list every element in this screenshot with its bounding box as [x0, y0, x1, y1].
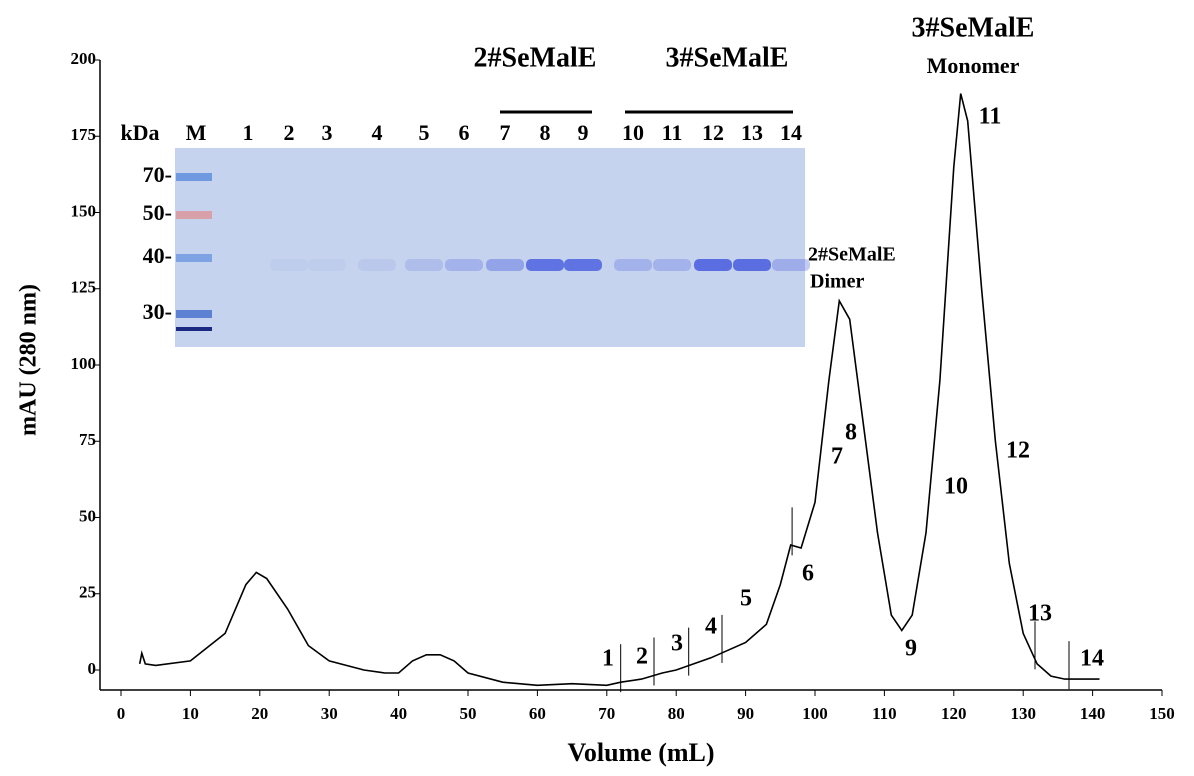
gel-lane-label: 12	[702, 120, 724, 145]
ladder-band	[176, 173, 212, 181]
gel-group-label: 3#SeMalE	[666, 42, 789, 73]
peak-annotation: 2#SeMalE	[808, 244, 896, 266]
chromatogram-line	[138, 93, 1100, 687]
gel-lane-label: 5	[419, 120, 430, 145]
gel-image	[175, 148, 805, 347]
y-tick-label: 0	[88, 659, 97, 678]
x-tick-label: 30	[321, 704, 338, 723]
gel-marker-label: 30-	[143, 299, 172, 324]
protein-band	[564, 259, 602, 271]
protein-band	[694, 259, 732, 271]
protein-band	[445, 259, 483, 271]
fraction-label: 1	[602, 646, 614, 672]
fraction-label: 6	[802, 561, 814, 587]
gel-group-label: 2#SeMalE	[474, 42, 597, 73]
protein-band	[308, 259, 346, 271]
y-tick-label: 50	[79, 506, 96, 525]
peak-annotation: Dimer	[810, 271, 865, 293]
fraction-label: 12	[1006, 438, 1030, 464]
protein-band	[405, 259, 443, 271]
protein-band	[526, 259, 564, 271]
protein-band	[486, 259, 524, 271]
gel-lane-label: 7	[500, 120, 511, 145]
gel-lane-label: 2	[284, 120, 295, 145]
y-tick-label: 175	[71, 125, 97, 144]
fraction-label: 8	[845, 420, 857, 446]
x-tick-label: 100	[802, 704, 828, 723]
y-axis-label: mAU (280 nm)	[16, 284, 42, 436]
ladder-band	[176, 327, 212, 331]
protein-band	[653, 259, 691, 271]
gel-lane-label: 11	[662, 120, 683, 145]
protein-band	[772, 259, 810, 271]
gel-unit: kDa	[120, 120, 159, 145]
gel-lane-label: 13	[741, 120, 763, 145]
gel-lane-label: 4	[372, 120, 383, 145]
gel-marker-label: 70-	[143, 162, 172, 187]
y-tick-label: 25	[79, 583, 96, 602]
peak-annotation: Monomer	[927, 53, 1020, 78]
x-tick-label: 0	[117, 704, 126, 723]
ladder-band	[176, 211, 212, 219]
x-tick-label: 60	[529, 704, 546, 723]
x-tick-label: 70	[598, 704, 615, 723]
x-tick-label: 90	[737, 704, 754, 723]
fraction-label: 11	[979, 104, 1002, 130]
gel-lane-label: 10	[622, 120, 644, 145]
fraction-label: 7	[831, 444, 843, 470]
gel-marker-label: 40-	[143, 243, 172, 268]
protein-band	[358, 259, 396, 271]
fraction-label: 5	[740, 586, 752, 612]
gel-lane-label: 6	[459, 120, 470, 145]
gel-marker-label: 50-	[143, 200, 172, 225]
gel-lane-label: 14	[780, 120, 802, 145]
gel-lane-label: 8	[540, 120, 551, 145]
y-tick-label: 125	[71, 278, 97, 297]
fraction-label: 13	[1028, 601, 1052, 627]
protein-band	[733, 259, 771, 271]
fraction-label: 4	[705, 614, 717, 640]
x-tick-label: 140	[1080, 704, 1106, 723]
x-tick-label: 10	[182, 704, 199, 723]
fraction-label: 14	[1080, 646, 1104, 672]
x-tick-label: 150	[1149, 704, 1175, 723]
y-tick-label: 150	[71, 201, 97, 220]
ladder-band	[176, 254, 212, 262]
protein-band	[270, 259, 308, 271]
fraction-label: 10	[944, 474, 968, 500]
gel-lane-label: 9	[578, 120, 589, 145]
fraction-label: 2	[636, 644, 648, 670]
peak-annotation: 3#SeMalE	[912, 12, 1035, 43]
y-tick-label: 100	[71, 354, 97, 373]
x-tick-label: 110	[872, 704, 897, 723]
x-tick-label: 20	[251, 704, 268, 723]
x-axis-label: Volume (mL)	[567, 738, 714, 767]
ladder-band	[176, 310, 212, 318]
x-tick-label: 130	[1010, 704, 1036, 723]
y-tick-label: 200	[71, 49, 97, 68]
x-tick-label: 50	[460, 704, 477, 723]
protein-band	[614, 259, 652, 271]
fraction-label: 9	[905, 636, 917, 662]
x-tick-label: 80	[668, 704, 685, 723]
gel-lane-label: M	[186, 120, 207, 145]
gel-lane-label: 1	[243, 120, 254, 145]
x-tick-label: 120	[941, 704, 967, 723]
gel-lane-label: 3	[322, 120, 333, 145]
fraction-label: 3	[671, 631, 683, 657]
y-tick-label: 75	[79, 430, 96, 449]
x-tick-label: 40	[390, 704, 407, 723]
